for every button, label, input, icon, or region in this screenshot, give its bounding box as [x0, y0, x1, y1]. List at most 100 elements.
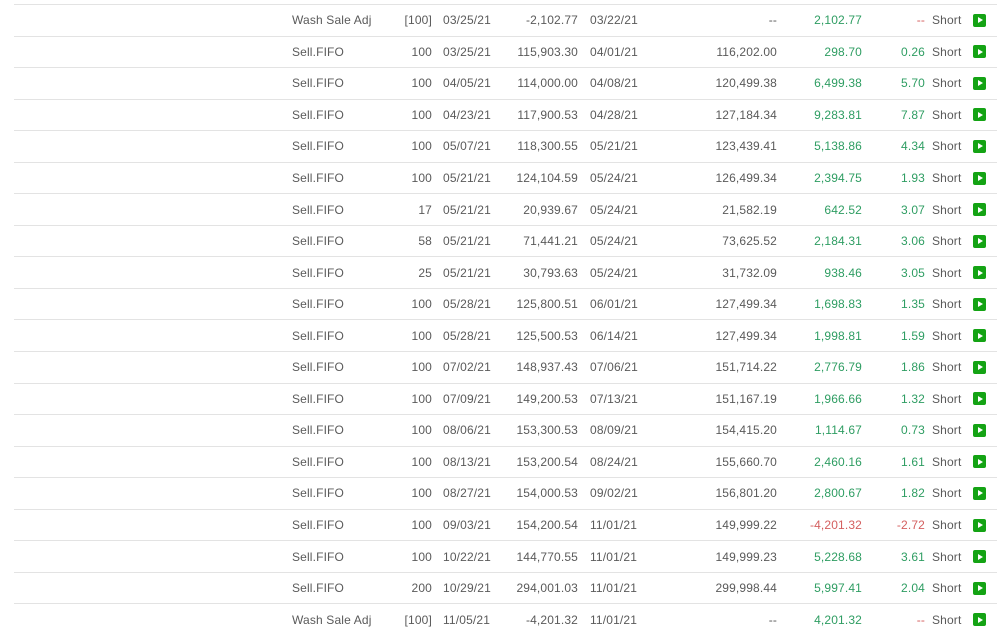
proceeds-cell: 73,625.52 [722, 234, 777, 249]
row-action-button[interactable] [973, 13, 986, 27]
gain-percent-cell: 1.61 [901, 454, 925, 469]
term-cell: Short [932, 139, 962, 154]
term-cell: Short [932, 328, 962, 343]
gain-cell: 298.70 [824, 44, 862, 59]
gain-cell: 5,138.86 [814, 139, 862, 154]
play-icon [977, 80, 983, 87]
cost-basis-cell: 125,500.53 [516, 328, 578, 343]
gain-cell: 9,283.81 [814, 107, 862, 122]
gain-percent-cell: 0.26 [901, 44, 925, 59]
proceeds-cell: 155,660.70 [715, 454, 777, 469]
table-row: Sell.FIFO 100 08/13/21 153,200.54 08/24/… [14, 445, 997, 478]
row-action-button[interactable] [973, 423, 986, 437]
row-action-cell [967, 108, 997, 122]
close-date-cell: 04/01/21 [590, 44, 638, 59]
row-action-button[interactable] [973, 550, 986, 564]
close-date-cell: 09/02/21 [590, 486, 638, 501]
cost-basis-cell: 153,300.53 [516, 423, 578, 438]
gain-percent-cell: 5.70 [901, 76, 925, 91]
play-icon [977, 301, 983, 308]
gain-percent-cell: 1.59 [901, 328, 925, 343]
row-action-cell [967, 139, 997, 153]
play-icon [977, 458, 983, 465]
table-row: Sell.FIFO 200 10/29/21 294,001.03 11/01/… [14, 571, 997, 604]
play-icon [977, 238, 983, 245]
open-date-cell: 05/21/21 [443, 202, 491, 217]
close-date-cell: 08/09/21 [590, 423, 638, 438]
gain-percent-cell: 0.73 [901, 423, 925, 438]
gain-percent-cell: 1.86 [901, 360, 925, 375]
row-action-button[interactable] [973, 455, 986, 469]
term-cell: Short [932, 76, 962, 91]
row-action-button[interactable] [973, 45, 986, 59]
open-date-cell: 05/21/21 [443, 265, 491, 280]
action-cell: Wash Sale Adj [292, 13, 372, 28]
cost-basis-cell: 125,800.51 [516, 297, 578, 312]
play-icon [977, 490, 983, 497]
open-date-cell: 11/05/21 [443, 612, 491, 627]
open-date-cell: 05/21/21 [443, 171, 491, 185]
row-action-cell [967, 297, 997, 311]
table-row: Sell.FIFO 17 05/21/21 20,939.67 05/24/21… [14, 193, 997, 225]
row-action-cell [967, 234, 997, 248]
row-action-cell [967, 76, 997, 90]
quantity-cell: 100 [411, 76, 432, 91]
gain-percent-cell: 1.93 [901, 171, 925, 185]
gain-cell: 1,698.83 [814, 297, 862, 312]
row-action-cell [967, 392, 997, 406]
row-action-button[interactable] [973, 486, 986, 500]
gain-cell: 2,776.79 [814, 360, 862, 375]
quantity-cell: 100 [411, 549, 432, 564]
play-icon [977, 616, 983, 623]
play-icon [977, 364, 983, 371]
cost-basis-cell: 124,104.59 [516, 171, 578, 185]
play-icon [977, 206, 983, 213]
quantity-cell: 100 [411, 171, 432, 185]
row-action-button[interactable] [973, 392, 986, 406]
open-date-cell: 04/23/21 [443, 107, 491, 122]
row-action-button[interactable] [973, 76, 986, 90]
row-action-button[interactable] [973, 234, 986, 248]
row-action-button[interactable] [973, 266, 986, 280]
table-row: Sell.FIFO 100 04/23/21 117,900.53 04/28/… [14, 98, 997, 131]
cost-basis-cell: 294,001.03 [516, 581, 578, 596]
action-cell: Sell.FIFO [292, 76, 345, 91]
cost-basis-cell: 114,000.00 [517, 76, 578, 91]
open-date-cell: 07/09/21 [443, 391, 491, 406]
quantity-cell: 100 [411, 328, 432, 343]
cost-basis-cell: 154,000.53 [516, 486, 578, 501]
row-action-button[interactable] [973, 518, 986, 532]
row-action-button[interactable] [973, 203, 986, 217]
cost-basis-cell: -2,102.77 [525, 13, 578, 28]
row-action-button[interactable] [973, 297, 986, 311]
proceeds-cell: 299,998.44 [715, 581, 777, 596]
play-icon [977, 395, 983, 402]
play-icon [977, 111, 983, 118]
proceeds-cell: 154,415.20 [715, 423, 777, 438]
proceeds-cell: 116,202.00 [716, 44, 777, 59]
action-cell: Wash Sale Adj [292, 612, 372, 627]
action-cell: Sell.FIFO [292, 423, 345, 438]
table-row: Sell.FIFO 100 05/28/21 125,800.51 06/01/… [14, 287, 997, 320]
gain-cell: 5,997.41 [814, 581, 862, 596]
gain-cell: 1,114.67 [814, 423, 862, 438]
table-row: Sell.FIFO 100 03/25/21 115,903.30 04/01/… [14, 35, 997, 68]
table-row: Sell.FIFO 100 05/07/21 118,300.55 05/21/… [14, 130, 997, 162]
row-action-button[interactable] [973, 613, 986, 627]
quantity-cell: 100 [411, 107, 432, 122]
proceeds-cell: 127,499.34 [715, 328, 777, 343]
table-row: Sell.FIFO 100 07/09/21 149,200.53 07/13/… [14, 382, 997, 415]
close-date-cell: 05/24/21 [590, 171, 638, 185]
row-action-button[interactable] [973, 108, 986, 122]
cost-basis-cell: 149,200.53 [516, 391, 578, 406]
row-action-button[interactable] [973, 581, 986, 595]
term-cell: Short [932, 13, 962, 28]
gain-percent-cell: 3.07 [901, 202, 925, 217]
action-cell: Sell.FIFO [292, 171, 345, 185]
row-action-button[interactable] [973, 360, 986, 374]
row-action-button[interactable] [973, 329, 986, 343]
gain-percent-cell: 3.06 [901, 234, 925, 249]
row-action-button[interactable] [973, 171, 986, 185]
row-action-cell [967, 613, 997, 627]
row-action-button[interactable] [973, 139, 986, 153]
